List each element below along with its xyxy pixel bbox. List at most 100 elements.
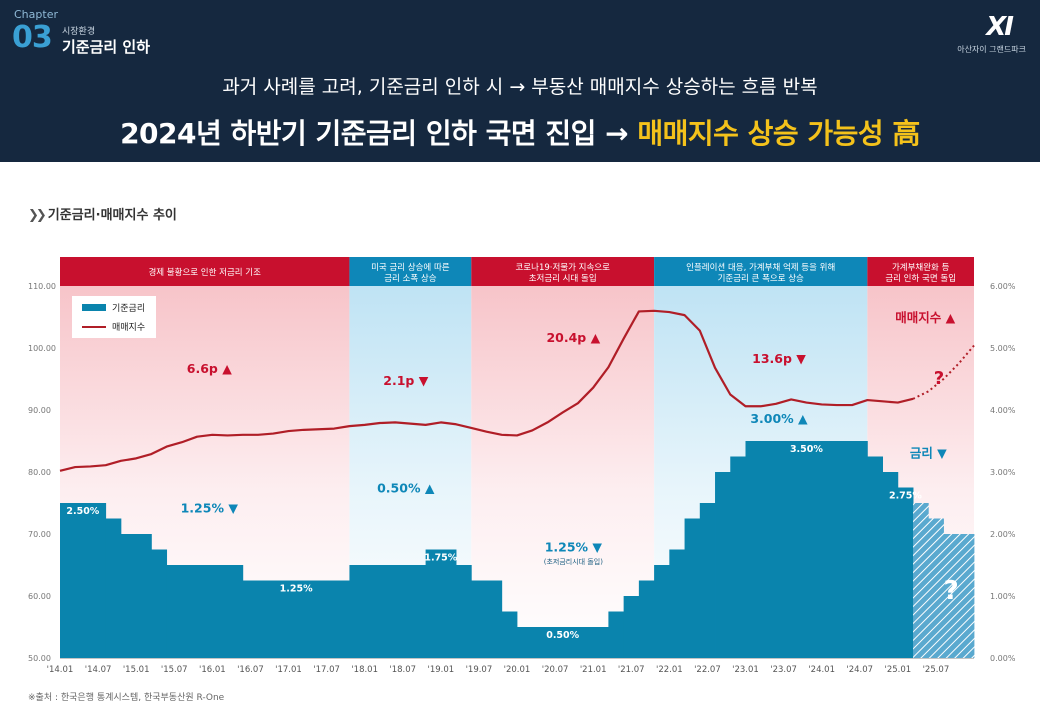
chart-annotation: 2.1p ▼ [383,373,428,388]
rate-bar [745,441,868,658]
bar-value-label: 1.25% [280,584,313,595]
rate-bar [623,596,640,658]
phase-label: 가계부채완화 등 [892,262,950,273]
phase-label: 경제 불황으로 인한 저금리 기조 [148,267,261,278]
right-axis-tick: 5.00% [990,344,1016,353]
left-axis-tick: 80.00 [28,468,51,477]
question-mark-icon: ? [944,576,959,606]
x-axis-tick: '21.01 [580,665,607,675]
chart-annotation: 1.25% ▼ [545,539,603,554]
x-axis-tick: '25.01 [884,665,911,675]
chapter-number: 03 [12,20,53,55]
rate-bar [684,518,701,658]
rate-bar [928,518,944,658]
rate-bar [120,534,152,658]
right-axis-tick: 1.00% [990,592,1016,601]
x-axis-tick: '18.07 [389,665,416,675]
brand-logo: XI [986,12,1014,42]
rate-bar [608,611,625,658]
phase-header [654,257,868,286]
chart-annotation: 금리 ▼ [910,446,947,461]
phase-label: 금리 인하 국면 돌입 [885,273,956,284]
legend-rate-label: 기준금리 [112,303,145,314]
bar-value-label: 3.50% [790,444,823,455]
x-axis-tick: '18.01 [351,665,378,675]
rate-bar [943,534,975,658]
bar-value-label: 1.75% [424,553,457,564]
chart-annotation: 0.50% ▲ [377,480,435,495]
chart-annotation: 13.6p ▼ [752,351,806,366]
index-line [59,309,914,472]
right-axis-tick: 6.00% [990,282,1016,291]
left-axis-tick: 110.00 [28,282,56,291]
rate-bar [730,456,746,658]
rate-bar [638,580,655,658]
rate-bar [349,565,426,658]
chart-annotation: (초저금리시대 돌입) [544,557,603,566]
left-axis-tick: 50.00 [28,654,51,663]
rate-bar [60,503,107,658]
chart-annotation: 1.25% ▼ [181,500,239,515]
rate-bar [471,580,503,658]
x-axis-tick: '23.01 [732,665,759,675]
legend-rate-swatch [82,304,106,311]
chart-annotation: 20.4p ▲ [546,330,600,345]
headline-primary: 과거 사례를 고려, 기준금리 인하 시 → 부동산 매매지수 상승하는 흐름 … [222,76,818,98]
phase-header [867,257,974,286]
rate-bar [501,611,518,658]
x-axis-tick: '20.07 [542,665,569,675]
chart-annotation: 6.6p ▲ [187,361,232,376]
x-axis-tick: '23.07 [770,665,797,675]
x-axis-tick: '15.07 [161,665,188,675]
rate-bar [242,580,350,658]
phase-header [349,257,472,286]
left-axis-tick: 100.00 [28,344,56,353]
x-axis-tick: '24.01 [808,665,835,675]
phase-header [60,257,350,286]
headline-secondary: 2024년 하반기 기준금리 인하 국면 진입 → 매매지수 상승 가능성 高 [0,112,1040,152]
rate-bar [699,503,716,658]
x-axis-tick: '19.01 [427,665,454,675]
phase-label: 미국 금리 상승에 따른 [371,262,450,273]
chapter-label: Chapter [14,8,58,21]
x-axis-tick: '25.07 [923,665,950,675]
bar-value-label: 2.50% [66,506,99,517]
rate-bar [456,565,472,658]
phase-label: 기준금리 큰 폭으로 상승 [718,273,804,284]
rate-bar [151,549,168,658]
rate-bar [715,472,731,658]
x-axis-tick: '20.01 [504,665,531,675]
x-axis-tick: '19.07 [466,665,493,675]
x-axis-tick: '17.07 [313,665,340,675]
phase-label: 금리 소폭 상승 [384,273,437,284]
x-axis-tick: '22.01 [656,665,683,675]
question-mark-icon: ? [934,368,944,389]
x-axis-tick: '14.07 [85,665,112,675]
rate-bar [654,565,670,658]
bar-value-label: 0.50% [546,630,579,641]
right-axis-tick: 3.00% [990,468,1016,477]
x-axis-tick: '24.07 [846,665,873,675]
index-forecast-line [912,344,975,400]
chapter-subtitle: 시장환경 [62,27,96,37]
x-axis-tick: '16.01 [199,665,226,675]
x-axis-tick: '15.01 [123,665,150,675]
x-axis-tick: '14.01 [47,665,74,675]
right-axis-tick: 0.00% [990,654,1016,663]
x-axis-tick: '17.01 [275,665,302,675]
chart-annotation: 매매지수 ▲ [895,310,955,325]
chart-annotation: 3.00% ▲ [750,411,808,426]
x-axis-tick: '21.07 [618,665,645,675]
right-axis-tick: 4.00% [990,406,1016,415]
rate-bar [166,565,244,658]
source-note: ※출처 : 한국은행 통계시스템, 한국부동산원 R-One [28,693,225,703]
section-title: ❯❯ 기준금리·매매지수 추이 [28,204,177,223]
section-title-text: 기준금리·매매지수 추이 [47,208,177,223]
header-banner: Chapter 03 시장환경 기준금리 인하 XI 아산자이 그랜드파크 과거… [0,0,1040,162]
headline-highlight: 매매지수 상승 가능성 高 [637,117,920,150]
legend-index-label: 매매지수 [112,322,145,333]
double-chevron-icon: ❯❯ [28,208,47,223]
left-axis-tick: 70.00 [28,530,51,539]
phase-label: 인플레이션 대응, 가계부채 억제 등을 위해 [686,262,835,273]
